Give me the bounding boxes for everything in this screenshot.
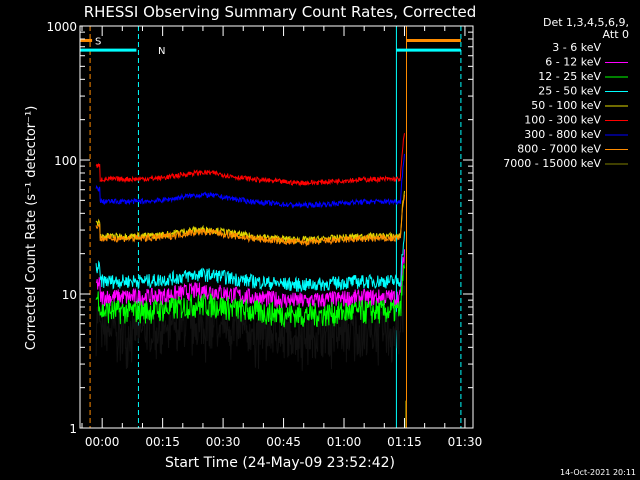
- y-tick-label-2: 100: [54, 154, 77, 168]
- legend: Det 1,3,4,5,6,9,Att 03 - 6 keV 6 - 12 keV…: [503, 16, 629, 170]
- chart-title: RHESSI Observing Summary Count Rates, Co…: [84, 3, 477, 21]
- x-tick-label-2: 00:30: [206, 435, 241, 449]
- flag-label-n: N: [158, 46, 165, 57]
- x-tick-label-3: 00:45: [266, 435, 301, 449]
- series-line-2: [95, 262, 405, 328]
- y-axis-label: Corrected Count Rate (s⁻¹ detector⁻¹): [24, 106, 39, 351]
- legend-label-7: 800 - 7000 keV: [517, 143, 601, 156]
- timestamp: 14-Oct-2021 20:11: [560, 468, 636, 477]
- legend-header-1: Att 0: [603, 28, 629, 41]
- series-line-6: [95, 153, 405, 209]
- series-line-5: [95, 133, 405, 187]
- series-line-7: [95, 194, 405, 247]
- series-line-3: [95, 231, 405, 293]
- y-tick-label-0: 1: [69, 422, 77, 436]
- y-tick-label-3: 1000: [46, 20, 77, 34]
- x-tick-label-5: 01:15: [387, 435, 422, 449]
- legend-header-0: Det 1,3,4,5,6,9,: [543, 16, 629, 29]
- flag-label-s: S: [95, 36, 101, 47]
- plot-background: [80, 26, 473, 428]
- x-tick-label-1: 00:15: [145, 435, 180, 449]
- legend-label-0: 3 - 6 keV: [552, 41, 601, 54]
- legend-label-2: 12 - 25 keV: [538, 70, 601, 83]
- x-tick-label-0: 00:00: [85, 435, 120, 449]
- series-line-0: [95, 284, 405, 371]
- plot-area: [80, 26, 473, 428]
- axes: 1 10 100 1000 00:00 00:15 00:30 00:45 01:00 01:15…: [46, 20, 482, 449]
- plot-frame: [79, 25, 474, 429]
- legend-label-4: 50 - 100 keV: [531, 99, 601, 112]
- series-lines: [95, 133, 407, 428]
- legend-label-6: 300 - 800 keV: [524, 128, 601, 141]
- x-axis-label: Start Time (24-May-09 23:52:42): [165, 455, 395, 471]
- flag-bars: SN: [80, 36, 461, 57]
- legend-label-1: 6 - 12 keV: [545, 56, 601, 69]
- y-tick-label-1: 10: [62, 288, 77, 302]
- legend-label-8: 7000 - 15000 keV: [503, 157, 601, 170]
- x-tick-label-4: 01:00: [327, 435, 362, 449]
- series-line-1: [95, 249, 405, 309]
- x-tick-label-6: 01:30: [448, 435, 483, 449]
- legend-label-5: 100 - 300 keV: [524, 114, 601, 127]
- legend-label-3: 25 - 50 keV: [538, 85, 601, 98]
